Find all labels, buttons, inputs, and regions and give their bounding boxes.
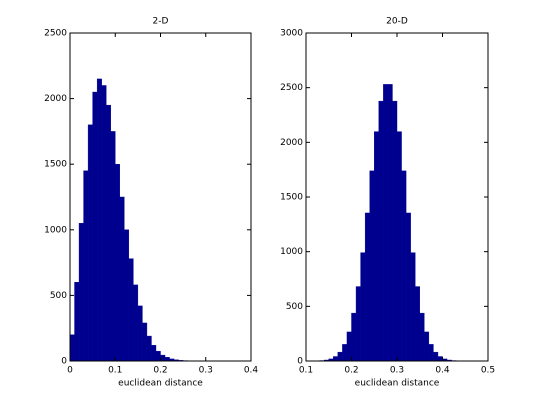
bar: [387, 84, 393, 362]
bar: [124, 229, 130, 362]
chart-title: 20-D: [386, 17, 408, 27]
bar: [337, 351, 343, 362]
bar: [146, 335, 152, 362]
bar: [69, 334, 75, 362]
bar: [119, 196, 125, 362]
bar: [419, 312, 425, 362]
bar: [360, 252, 366, 362]
bar: [92, 91, 98, 362]
y-tick-label: 2000: [280, 138, 303, 148]
y-tick-label: 3000: [280, 29, 303, 39]
bar: [87, 124, 93, 362]
y-tick-label: 500: [50, 291, 67, 301]
y-tick-label: 1000: [44, 225, 67, 235]
x-tick-label: 0.4: [244, 366, 259, 376]
y-tick-label: 1500: [44, 160, 67, 170]
bar: [74, 282, 80, 362]
x-tick-label: 0.4: [435, 366, 450, 376]
y-tick-label: 2000: [44, 94, 67, 104]
bar: [424, 331, 430, 362]
y-tick-label: 1000: [280, 247, 303, 257]
bar: [155, 350, 161, 362]
x-tick-label: 0.2: [153, 366, 167, 376]
bar: [164, 357, 170, 362]
chart-title: 2-D: [153, 17, 169, 27]
bar: [142, 322, 148, 362]
bar: [351, 312, 357, 362]
x-tick-label: 0.1: [299, 366, 313, 376]
bar: [401, 170, 407, 362]
x-tick-label: 0.5: [481, 366, 495, 376]
x-tick-label: 0.1: [108, 366, 122, 376]
bar: [364, 212, 370, 362]
bar: [160, 354, 166, 362]
bar: [105, 104, 111, 362]
y-tick-label: 0: [61, 357, 67, 367]
bar: [369, 170, 375, 362]
bar: [415, 286, 420, 362]
bar: [96, 78, 102, 362]
bar: [437, 356, 443, 362]
bar: [396, 131, 402, 362]
bar: [383, 84, 389, 362]
x-tick-label: 0: [67, 366, 73, 376]
x-tick-label: 0.3: [390, 366, 404, 376]
y-tick-label: 2500: [44, 29, 67, 39]
bar: [110, 131, 116, 362]
x-tick-label: 0.2: [344, 366, 358, 376]
bar: [346, 331, 352, 362]
bar: [151, 345, 157, 362]
bar: [428, 344, 434, 362]
bar: [342, 344, 348, 362]
bar: [333, 356, 339, 362]
bar: [392, 100, 398, 362]
bar: [378, 100, 384, 362]
bar: [128, 258, 134, 362]
bar: [133, 284, 139, 362]
y-tick-label: 0: [297, 357, 303, 367]
x-axis-label: euclidean distance: [118, 379, 203, 389]
bar: [410, 252, 416, 362]
x-tick-label: 0.3: [199, 366, 213, 376]
bar: [374, 131, 380, 362]
y-tick-label: 1500: [280, 193, 303, 203]
x-axis-label: euclidean distance: [355, 379, 440, 389]
bar: [433, 351, 439, 362]
y-tick-label: 500: [286, 302, 303, 312]
bar: [83, 170, 89, 362]
y-tick-label: 2500: [280, 83, 303, 93]
bar: [355, 286, 361, 362]
bar: [115, 163, 120, 362]
bar: [78, 223, 84, 362]
bar: [137, 305, 143, 362]
bar: [405, 212, 411, 362]
bar: [101, 85, 107, 362]
